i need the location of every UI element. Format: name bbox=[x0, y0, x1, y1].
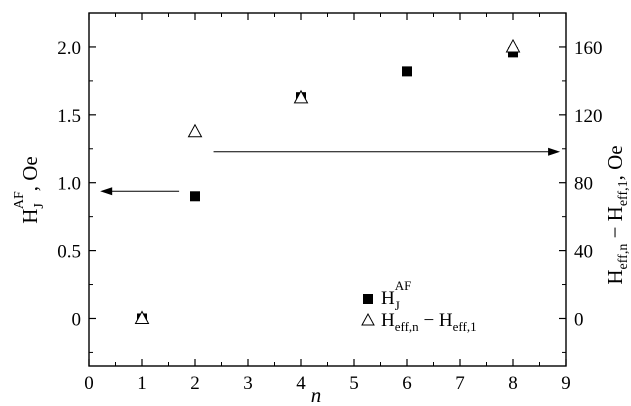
y-right-title-dash: − bbox=[603, 221, 627, 243]
legend-label-hj: HJ AF bbox=[381, 278, 411, 313]
x-tick-label: 3 bbox=[243, 373, 253, 394]
legend-heff-sub-b: eff,1 bbox=[453, 319, 477, 334]
y-left-tick-label: 1.0 bbox=[57, 174, 81, 195]
y-right-title-rest: , Oe bbox=[603, 145, 627, 180]
x-tick-label: 5 bbox=[349, 373, 359, 394]
legend-item-hj: HJ AF bbox=[363, 278, 411, 313]
arrow-left-head bbox=[100, 187, 113, 196]
legend-label-heff: Heff,n − Heff,1 bbox=[381, 310, 477, 334]
point-heff bbox=[134, 310, 150, 324]
legend: HJAF Heff,n − Heff,1 bbox=[361, 278, 477, 334]
x-tick-label: 1 bbox=[137, 373, 147, 394]
data-points bbox=[134, 38, 521, 324]
y-right-tick-label: 0 bbox=[574, 309, 584, 330]
x-tick-label: 6 bbox=[402, 373, 412, 394]
y-right-tick-label: 40 bbox=[574, 242, 593, 263]
point-hj bbox=[402, 66, 412, 77]
x-tick-label: 9 bbox=[561, 373, 571, 394]
point-heff bbox=[293, 89, 309, 104]
y-right-tick-label: 80 bbox=[574, 174, 593, 195]
annotation-arrows bbox=[100, 147, 561, 196]
x-tick-label: 0 bbox=[84, 373, 94, 394]
y-right-tick-label: 160 bbox=[574, 38, 603, 59]
y-left-title-rest: , Oe bbox=[18, 156, 42, 191]
y-axis-left-title: HJ AF, Oe bbox=[12, 156, 47, 224]
legend-hj-main: H bbox=[381, 288, 395, 309]
legend-hj-sub: J bbox=[395, 298, 400, 313]
y-left-tick-label: 1.5 bbox=[57, 106, 81, 127]
legend-item-heff: Heff,n − Heff,1 bbox=[361, 310, 477, 334]
arrow-right-head bbox=[548, 147, 561, 156]
y-left-tick-label: 0.5 bbox=[57, 242, 81, 263]
y-left-title-sup: AF bbox=[12, 191, 27, 209]
legend-heff-dash: − bbox=[419, 310, 439, 331]
y-right-title-main-a: H bbox=[603, 269, 627, 284]
legend-marker-square bbox=[363, 294, 373, 304]
y-right-title-sub-b: eff,1 bbox=[616, 180, 631, 206]
tick-labels: 0 1 2 3 4 5 6 7 8 9 0 0.5 1.0 1.5 2.0 0 40 80 120 160 bbox=[57, 38, 602, 394]
x-tick-label: 2 bbox=[190, 373, 200, 394]
legend-heff-main-b: H bbox=[439, 310, 453, 331]
y-left-tick-label: 2.0 bbox=[57, 38, 81, 59]
x-tick-label: 7 bbox=[455, 373, 465, 394]
x-tick-label: 8 bbox=[508, 373, 518, 394]
y-left-title-sub: J bbox=[32, 203, 47, 209]
legend-heff-main-a: H bbox=[381, 310, 395, 331]
y-right-tick-label: 120 bbox=[574, 106, 603, 127]
ticks bbox=[88, 13, 567, 366]
x-axis-title: n bbox=[311, 383, 322, 406]
point-heff bbox=[187, 123, 203, 138]
y-axis-right-title: Heff,n − Heff,1, Oe bbox=[603, 145, 631, 284]
legend-marker-triangle bbox=[361, 312, 375, 326]
plot-frame bbox=[88, 12, 567, 367]
legend-hj-sup: AF bbox=[395, 278, 412, 293]
y-right-title-sub-a: eff,n bbox=[616, 244, 631, 270]
point-heff bbox=[505, 38, 521, 53]
y-right-title-main-b: H bbox=[603, 206, 627, 221]
point-hj bbox=[190, 191, 200, 202]
y-left-tick-label: 0 bbox=[72, 309, 82, 330]
y-left-title-main: H bbox=[18, 209, 42, 224]
x-tick-label: 4 bbox=[296, 373, 306, 394]
legend-heff-sub-a: eff,n bbox=[395, 319, 419, 334]
